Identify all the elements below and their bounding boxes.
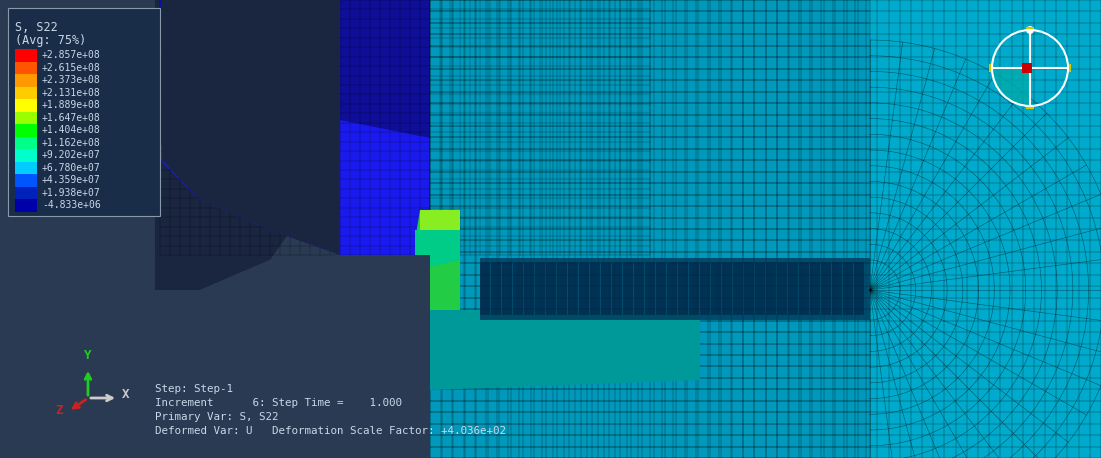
Polygon shape — [513, 262, 523, 315]
Circle shape — [1026, 26, 1034, 34]
Polygon shape — [160, 0, 650, 255]
Polygon shape — [480, 258, 870, 320]
Bar — [15, 124, 37, 136]
Text: Step: Step-1: Step: Step-1 — [155, 384, 233, 394]
Bar — [15, 87, 37, 99]
Polygon shape — [535, 262, 545, 315]
Text: +9.202e+07: +9.202e+07 — [42, 150, 101, 160]
Bar — [15, 111, 37, 124]
Polygon shape — [601, 262, 611, 315]
Bar — [15, 186, 37, 199]
Bar — [15, 149, 37, 162]
Polygon shape — [810, 262, 820, 315]
Text: Primary Var: S, S22: Primary Var: S, S22 — [155, 412, 279, 422]
Polygon shape — [678, 262, 688, 315]
Bar — [15, 199, 37, 212]
Polygon shape — [568, 262, 578, 315]
Polygon shape — [502, 262, 512, 315]
Bar — [15, 162, 37, 174]
Polygon shape — [155, 255, 430, 458]
Text: +2.615e+08: +2.615e+08 — [42, 63, 101, 73]
Polygon shape — [832, 262, 842, 315]
Polygon shape — [160, 0, 340, 145]
Wedge shape — [992, 68, 1031, 106]
Text: +1.938e+07: +1.938e+07 — [42, 188, 101, 198]
Polygon shape — [557, 262, 567, 315]
Polygon shape — [430, 310, 700, 390]
Text: +2.373e+08: +2.373e+08 — [42, 75, 101, 85]
Polygon shape — [491, 262, 501, 315]
Bar — [15, 61, 37, 74]
Polygon shape — [590, 262, 600, 315]
Polygon shape — [722, 262, 732, 315]
Text: Y: Y — [85, 349, 91, 362]
Bar — [0, 0, 155, 458]
Polygon shape — [155, 0, 340, 290]
Polygon shape — [733, 262, 743, 315]
Polygon shape — [843, 262, 853, 315]
Polygon shape — [546, 262, 556, 315]
Text: +2.131e+08: +2.131e+08 — [42, 88, 101, 98]
Text: +1.889e+08: +1.889e+08 — [42, 100, 101, 110]
Bar — [15, 49, 37, 61]
Text: -4.833e+06: -4.833e+06 — [42, 200, 101, 210]
Text: X: X — [122, 388, 130, 401]
Text: +2.857e+08: +2.857e+08 — [42, 50, 101, 60]
Polygon shape — [700, 262, 710, 315]
Polygon shape — [634, 262, 644, 315]
Polygon shape — [340, 0, 650, 150]
Polygon shape — [689, 262, 699, 315]
Bar — [15, 99, 37, 111]
Polygon shape — [777, 262, 787, 315]
Polygon shape — [667, 262, 677, 315]
Bar — [15, 136, 37, 149]
Text: +1.647e+08: +1.647e+08 — [42, 113, 101, 123]
Text: (Avg: 75%): (Avg: 75%) — [15, 34, 86, 47]
Polygon shape — [656, 262, 666, 315]
Bar — [8, 8, 160, 216]
Text: Z: Z — [55, 404, 63, 418]
Polygon shape — [155, 0, 340, 255]
Polygon shape — [755, 262, 765, 315]
Polygon shape — [490, 0, 650, 80]
Bar — [430, 0, 870, 458]
Polygon shape — [854, 262, 864, 315]
Text: Deformed Var: U   Deformation Scale Factor: +4.036e+02: Deformed Var: U Deformation Scale Factor… — [155, 426, 506, 436]
Polygon shape — [799, 262, 809, 315]
Polygon shape — [788, 262, 798, 315]
Polygon shape — [744, 262, 754, 315]
Polygon shape — [645, 262, 655, 315]
Polygon shape — [524, 262, 534, 315]
Text: +1.404e+08: +1.404e+08 — [42, 125, 101, 135]
Polygon shape — [623, 262, 633, 315]
Polygon shape — [415, 230, 460, 270]
Polygon shape — [766, 262, 776, 315]
Bar — [1022, 63, 1032, 73]
Polygon shape — [480, 262, 490, 315]
Text: S, S22: S, S22 — [15, 21, 57, 34]
Polygon shape — [419, 210, 460, 240]
Polygon shape — [711, 262, 721, 315]
Polygon shape — [579, 262, 589, 315]
Polygon shape — [612, 262, 622, 315]
Text: +4.359e+07: +4.359e+07 — [42, 175, 101, 185]
Text: +6.780e+07: +6.780e+07 — [42, 163, 101, 173]
Text: +1.162e+08: +1.162e+08 — [42, 138, 101, 148]
Polygon shape — [415, 210, 460, 380]
Polygon shape — [155, 255, 430, 458]
Bar — [430, 0, 1101, 458]
Bar — [15, 74, 37, 87]
Bar — [15, 174, 37, 186]
Text: Increment      6: Step Time =    1.000: Increment 6: Step Time = 1.000 — [155, 398, 402, 408]
Polygon shape — [821, 262, 831, 315]
